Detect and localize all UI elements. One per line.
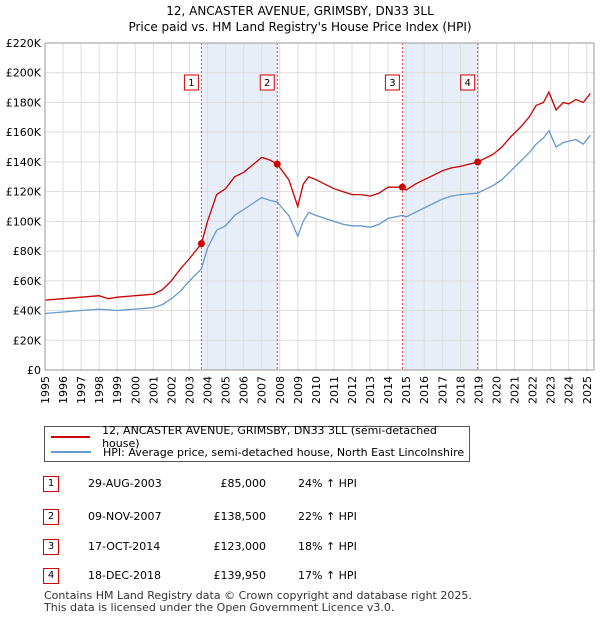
transaction-price: £138,500	[213, 510, 267, 523]
x-tick-label: 2012	[346, 376, 359, 404]
legend-swatch-hpi	[51, 451, 91, 453]
chart-subtitle: Price paid vs. HM Land Registry's House …	[128, 20, 472, 34]
x-tick-label: 2014	[382, 376, 395, 404]
y-tick-label: £0	[27, 364, 41, 377]
x-tick-label: 2006	[238, 376, 251, 404]
x-tick-label: 2021	[509, 376, 522, 404]
x-tick-label: 1997	[75, 376, 88, 404]
sale-label-box	[384, 74, 400, 91]
sale-label: 1	[183, 74, 199, 91]
legend-swatch-property	[51, 436, 91, 438]
sale-label-box	[460, 74, 476, 91]
legend-item-hpi: HPI: Average price, semi-detached house,…	[51, 445, 464, 459]
y-tick-label: £220K	[6, 37, 42, 50]
y-tick-label: £40K	[13, 305, 42, 318]
sale-label-box	[259, 74, 275, 91]
sale-label-text: 1	[188, 78, 194, 89]
x-tick-label: 2016	[418, 376, 431, 404]
y-tick-label: £160K	[6, 126, 42, 139]
sale-point	[273, 160, 281, 168]
x-tick-label: 2011	[328, 376, 341, 404]
y-tick-label: £60K	[13, 275, 42, 288]
x-tick-label: 2003	[183, 376, 196, 404]
hpi-line	[44, 129, 591, 315]
transaction-date: 29-AUG-2003	[88, 477, 162, 490]
x-tick-label: 2025	[581, 376, 594, 404]
transaction-number: 4	[43, 568, 59, 584]
y-tick-label: £20K	[13, 334, 42, 347]
y-tick-label: £120K	[6, 186, 42, 199]
y-tick-label: £140K	[6, 156, 42, 169]
sale-point	[398, 183, 406, 191]
x-tick-label: 2023	[545, 376, 558, 404]
transaction-date: 09-NOV-2007	[88, 510, 162, 523]
x-tick-label: 2002	[165, 376, 178, 404]
transaction-price: £85,000	[220, 477, 267, 490]
x-tick-label: 2010	[310, 376, 323, 404]
transaction-number: 1	[43, 476, 59, 492]
transaction-hpi: 22% ↑ HPI	[298, 510, 357, 523]
sale-label: 4	[460, 74, 476, 91]
y-tick-label: £200K	[6, 67, 42, 80]
transaction-price: £139,950	[213, 569, 267, 582]
table-row: 2 09-NOV-2007 £138,500 22% ↑ HPI	[0, 507, 600, 527]
legend-label-hpi: HPI: Average price, semi-detached house,…	[103, 445, 465, 459]
sale-label-text: 3	[389, 78, 395, 89]
x-tick-label: 2000	[129, 376, 142, 404]
x-tick-label: 2008	[274, 376, 287, 404]
x-tick-label: 1998	[93, 376, 106, 404]
transaction-date: 17-OCT-2014	[88, 540, 161, 553]
legend: 12, ANCASTER AVENUE, GRIMSBY, DN33 3LL (…	[44, 424, 470, 462]
x-tick-label: 2009	[292, 376, 305, 404]
table-row: 1 29-AUG-2003 £85,000 24% ↑ HPI	[0, 474, 600, 494]
sale-point	[197, 240, 205, 248]
x-tick-label: 2022	[527, 376, 540, 404]
legend-label-property: 12, ANCASTER AVENUE, GRIMSBY, DN33 3LL (…	[102, 424, 437, 450]
sale-label-text: 4	[465, 78, 471, 89]
table-row: 4 18-DEC-2018 £139,950 17% ↑ HPI	[0, 566, 600, 586]
transaction-number: 3	[43, 539, 59, 555]
transaction-price: £123,000	[213, 540, 267, 553]
price-chart: 1 2 3 4 £0 £20K £40K £60K £80K £100K £120K £140K £1…	[6, 37, 595, 404]
x-tick-label: 2015	[400, 376, 413, 404]
transaction-hpi: 18% ↑ HPI	[298, 540, 357, 553]
footer-licence: This data is licensed under the Open Gov…	[44, 601, 395, 614]
x-tick-label: 2004	[202, 376, 215, 404]
x-tick-label: 2013	[364, 376, 377, 404]
x-tick-label: 1999	[111, 376, 124, 404]
sale-label-box	[183, 74, 199, 91]
x-tick-label: 2024	[563, 376, 576, 404]
sale-label: 3	[384, 74, 400, 91]
shaded-period	[402, 43, 478, 370]
sale-label: 2	[259, 74, 275, 91]
x-tick-label: 1995	[39, 376, 52, 404]
property-price-line	[44, 90, 591, 301]
chart-title: 12, ANCASTER AVENUE, GRIMSBY, DN33 3LL	[166, 4, 434, 18]
x-tick-label: 2017	[436, 376, 449, 404]
x-tick-label: 2007	[256, 376, 269, 404]
sale-point	[474, 158, 482, 166]
transaction-date: 18-DEC-2018	[88, 569, 162, 582]
shaded-period	[201, 43, 278, 370]
table-row: 3 17-OCT-2014 £123,000 18% ↑ HPI	[0, 537, 600, 557]
x-tick-label: 2018	[454, 376, 467, 404]
x-tick-label: 2001	[147, 376, 160, 404]
plot-frame	[44, 42, 595, 371]
legend-item-property: 12, ANCASTER AVENUE, GRIMSBY, DN33 3LL (…	[51, 424, 469, 450]
y-tick-label: £180K	[6, 96, 42, 109]
transaction-hpi: 17% ↑ HPI	[298, 569, 357, 582]
sale-label-text: 2	[264, 78, 270, 89]
footer-copyright: Contains HM Land Registry data © Crown c…	[44, 589, 472, 602]
x-tick-label: 2005	[220, 376, 233, 404]
x-tick-label: 2019	[472, 376, 485, 404]
transaction-hpi: 24% ↑ HPI	[298, 477, 357, 490]
x-tick-label: 1996	[57, 376, 70, 404]
y-tick-label: £100K	[6, 215, 42, 228]
y-tick-label: £80K	[13, 245, 42, 258]
transaction-number: 2	[43, 509, 59, 525]
x-tick-label: 2020	[490, 376, 503, 404]
